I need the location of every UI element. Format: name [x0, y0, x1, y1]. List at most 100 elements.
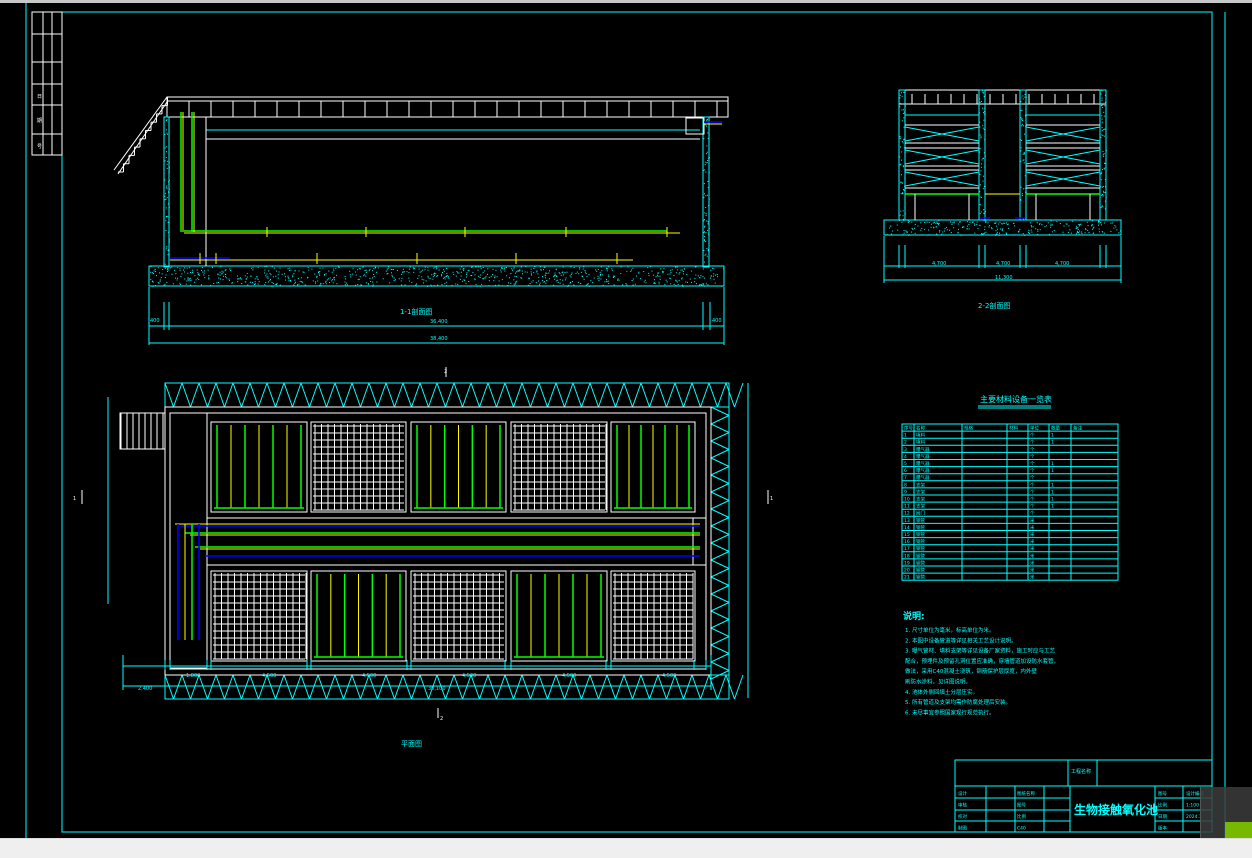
concrete-dot [981, 101, 982, 102]
concrete-dot [958, 224, 959, 225]
concrete-dot [961, 235, 962, 236]
concrete-dot [985, 221, 986, 222]
concrete-dot [980, 148, 981, 149]
concrete-dot [358, 279, 359, 280]
concrete-dot [984, 139, 985, 140]
concrete-dot [655, 283, 656, 284]
concrete-dot [460, 279, 461, 280]
concrete-dot [972, 222, 973, 223]
concrete-dot [487, 268, 488, 269]
concrete-dot [911, 222, 912, 223]
concrete-dot [632, 280, 633, 281]
concrete-dot [621, 285, 622, 286]
concrete-dot [255, 283, 256, 284]
concrete-dot [508, 285, 509, 286]
concrete-dot [1100, 235, 1101, 236]
table-cell: 5 [904, 461, 907, 467]
concrete-dot [266, 266, 267, 267]
concrete-dot [667, 274, 668, 275]
cad-drawing-canvas[interactable]: 日 期 号 1-1剖面图 36,400 38,400 400 400 2-2剖面… [0, 3, 1252, 838]
concrete-dot [352, 274, 353, 275]
concrete-dot [1020, 150, 1021, 151]
concrete-dot [1020, 139, 1021, 140]
concrete-dot [275, 276, 276, 277]
concrete-dot [422, 270, 423, 271]
concrete-dot [265, 282, 266, 283]
concrete-dot [974, 225, 975, 226]
concrete-dot [304, 272, 305, 273]
concrete-dot [359, 268, 360, 269]
concrete-dot [325, 282, 326, 283]
concrete-dot [682, 270, 683, 271]
concrete-dot [514, 267, 515, 268]
concrete-dot [707, 230, 708, 231]
concrete-dot [640, 278, 641, 279]
concrete-dot [1063, 226, 1064, 227]
concrete-dot [434, 275, 435, 276]
concrete-dot [278, 274, 279, 275]
concrete-dot [353, 268, 354, 269]
concrete-dot [332, 272, 333, 273]
concrete-dot [476, 284, 477, 285]
concrete-dot [900, 211, 901, 212]
concrete-dot [1093, 228, 1094, 229]
concrete-dot [1103, 154, 1104, 155]
table-cell: 米 [1030, 567, 1035, 574]
concrete-dot [709, 173, 710, 174]
concrete-dot [702, 276, 703, 277]
concrete-dot [250, 282, 251, 283]
concrete-dot [545, 275, 546, 276]
concrete-dot [292, 276, 293, 277]
concrete-dot [967, 226, 968, 227]
concrete-dot [389, 282, 390, 283]
concrete-dot [300, 281, 301, 282]
concrete-dot [1104, 222, 1105, 223]
concrete-dot [273, 283, 274, 284]
concrete-dot [675, 285, 676, 286]
concrete-dot [984, 129, 985, 130]
concrete-dot [982, 90, 983, 91]
concrete-dot [1023, 188, 1024, 189]
concrete-dot [292, 275, 293, 276]
concrete-dot [980, 136, 981, 137]
concrete-dot [562, 280, 563, 281]
table-cell: 1 [904, 433, 907, 439]
concrete-dot [949, 230, 950, 231]
concrete-dot [506, 275, 507, 276]
concrete-dot [659, 276, 660, 277]
concrete-dot [941, 234, 942, 235]
concrete-dot [366, 282, 367, 283]
concrete-dot [294, 283, 295, 284]
concrete-dot [466, 277, 467, 278]
concrete-dot [707, 181, 708, 182]
concrete-dot [514, 285, 515, 286]
concrete-dot [265, 275, 266, 276]
concrete-dot [572, 272, 573, 273]
concrete-dot [1023, 160, 1024, 161]
concrete-dot [268, 270, 269, 271]
concrete-dot [177, 279, 178, 280]
concrete-dot [168, 192, 169, 193]
concrete-dot [253, 267, 254, 268]
concrete-dot [545, 273, 546, 274]
concrete-dot [516, 276, 517, 277]
concrete-dot [155, 269, 156, 270]
concrete-dot [1026, 97, 1027, 98]
concrete-dot [472, 272, 473, 273]
concrete-dot [441, 274, 442, 275]
concrete-dot [983, 213, 984, 214]
concrete-dot [475, 274, 476, 275]
concrete-dot [425, 267, 426, 268]
concrete-dot [241, 283, 242, 284]
concrete-dot [980, 184, 981, 185]
concrete-dot [537, 270, 538, 271]
concrete-dot [664, 284, 665, 285]
concrete-dot [1105, 161, 1106, 162]
table-cell: 个 [1030, 454, 1035, 460]
concrete-dot [606, 279, 607, 280]
concrete-dot [694, 281, 695, 282]
concrete-dot [660, 268, 661, 269]
concrete-dot [954, 222, 955, 223]
concrete-dot [1103, 191, 1104, 192]
concrete-dot [511, 268, 512, 269]
